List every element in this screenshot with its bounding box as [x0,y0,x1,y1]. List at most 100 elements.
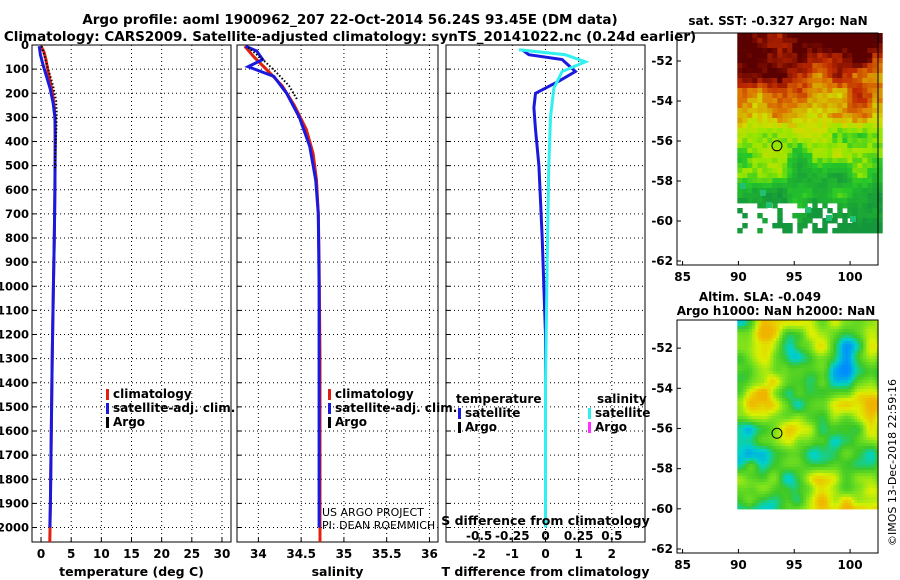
sla-map-cell [836,473,840,477]
sla-map-cell [854,491,858,495]
sst-map-cell [772,128,778,134]
sla-map-cell [851,461,855,465]
sla-map-cell [869,323,873,327]
sla-map-cell [758,320,762,324]
sst-map-cell [872,103,878,109]
sla-map-cell [821,443,825,447]
sla-map-cell [776,488,780,492]
sla-map-cell [797,341,801,345]
sla-map-xtick-label: 85 [674,558,691,572]
sst-map-cell [852,208,858,214]
sst-map-cell [752,68,758,74]
sst-map-cell [857,218,863,224]
sla-map-cell [827,380,831,384]
sla-map-cell [845,482,849,486]
sla-map-cell [863,428,867,432]
sla-map-cell [764,458,768,462]
sla-map-cell [746,449,750,453]
sla-map-cell [809,425,813,429]
sst-map-cell [797,163,803,169]
sla-map-cell [782,380,786,384]
sla-map-cell [758,458,762,462]
sla-map-cell [869,338,873,342]
sla-map-cell [776,332,780,336]
sst-map-cell [877,133,883,139]
sla-map-cell [743,458,747,462]
sla-map-cell [815,338,819,342]
sla-map-cell [872,461,876,465]
pressure-tick-label: 1400 [0,376,29,390]
sst-map-cell [842,163,848,169]
sst-map-cell [847,133,853,139]
sla-map-cell [836,470,840,474]
sla-map-cell [857,497,861,501]
sla-map-cell [788,407,792,411]
temperature-xtick-label: 30 [214,547,231,561]
sla-map-cell [740,356,744,360]
sst-map-cell [767,53,773,59]
sla-map-cell [830,425,834,429]
sst-map-cell [857,178,863,184]
sla-map-cell [764,341,768,345]
sla-map-cell [737,380,741,384]
sst-map-cell [797,53,803,59]
sla-map-cell [830,326,834,330]
sst-map-cell [872,88,878,94]
sla-map-ytick-label: -62 [651,542,673,556]
sla-map-cell [872,506,876,510]
sla-map-cell [743,461,747,465]
sla-map-cell [854,434,858,438]
sla-map-cell [740,419,744,423]
sla-map-cell [752,467,756,471]
sla-map-cell [866,410,870,414]
sla-map-cell [860,500,864,504]
sst-map-cell [792,163,798,169]
sla-map-cell [782,431,786,435]
sla-map-cell [806,329,810,333]
sla-map-cell [818,434,822,438]
sla-map-cell [773,452,777,456]
sla-map-cell [833,491,837,495]
sla-map-cell [863,434,867,438]
sla-map-cell [773,401,777,405]
sla-map-cell [761,377,765,381]
sla-map-cell [752,344,756,348]
sla-map-cell [803,470,807,474]
sla-map-cell [824,419,828,423]
sst-map-cell [877,198,883,204]
sla-map-cell [746,437,750,441]
sst-map-cell [782,98,788,104]
sst-map-cell [762,198,768,204]
sla-map-cell [863,386,867,390]
sst-map-cell [777,208,783,214]
sla-map-cell [779,386,783,390]
sla-map-cell [767,473,771,477]
sla-map-cell [830,332,834,336]
sla-map-cell [854,470,858,474]
sla-map-cell [821,461,825,465]
sla-map-cell [842,434,846,438]
sst-map-argo-marker [771,140,783,152]
sla-map-cell [788,437,792,441]
difference-xlabel: T difference from climatology [441,564,649,579]
sst-map-cell [872,83,878,89]
sla-map-cell [746,341,750,345]
sla-map-cell [869,410,873,414]
sla-map-cell [839,383,843,387]
sla-map-cell [821,425,825,429]
sla-map-cell [848,506,852,510]
sst-map-cell [737,163,743,169]
sst-map-cell [862,43,868,49]
sst-map-cell [827,208,833,214]
sla-map-cell [764,365,768,369]
sla-map-cell [776,464,780,468]
sla-map-cell [788,488,792,492]
sst-map-cell [757,63,763,69]
sla-map-cell [869,422,873,426]
temperature-xtick-label: 0 [37,547,45,561]
sla-map-cell [743,356,747,360]
sla-map-cell [791,413,795,417]
sst-map-cell [767,158,773,164]
sla-map-cell [824,437,828,441]
sla-map-cell [848,497,852,501]
